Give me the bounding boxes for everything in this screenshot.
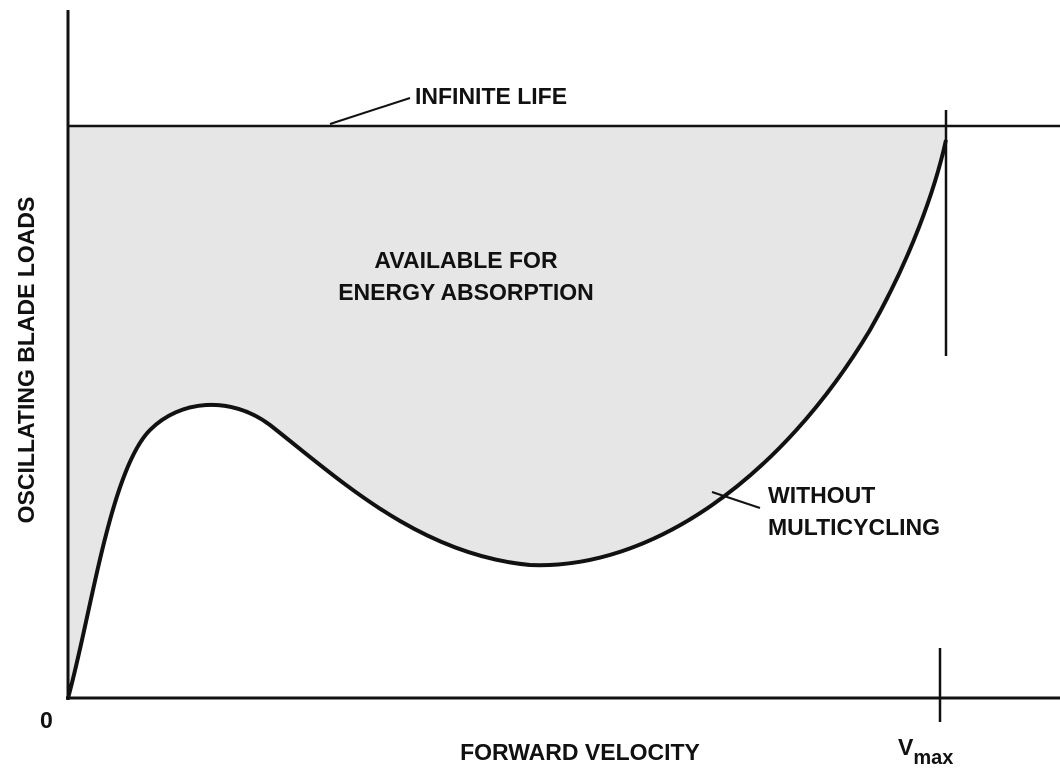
origin-label: 0: [40, 707, 53, 733]
region-label: ENERGY ABSORPTION: [338, 279, 594, 305]
vmax-label: Vmax: [898, 734, 953, 769]
curve-label: WITHOUT: [768, 482, 875, 508]
vmax-main: V: [898, 734, 914, 760]
vmax-sub: max: [913, 747, 953, 769]
region-label: AVAILABLE FOR: [374, 247, 558, 273]
leader-line: [711, 491, 761, 509]
absorption-region: [68, 126, 946, 698]
leader-line: [329, 97, 411, 125]
y-axis-label: OSCILLATING BLADE LOADS: [13, 197, 39, 524]
infinite-life-label: INFINITE LIFE: [415, 83, 567, 109]
curve-label: MULTICYCLING: [768, 514, 940, 540]
load-curve: [66, 139, 948, 699]
x-axis-label: FORWARD VELOCITY: [460, 739, 700, 765]
